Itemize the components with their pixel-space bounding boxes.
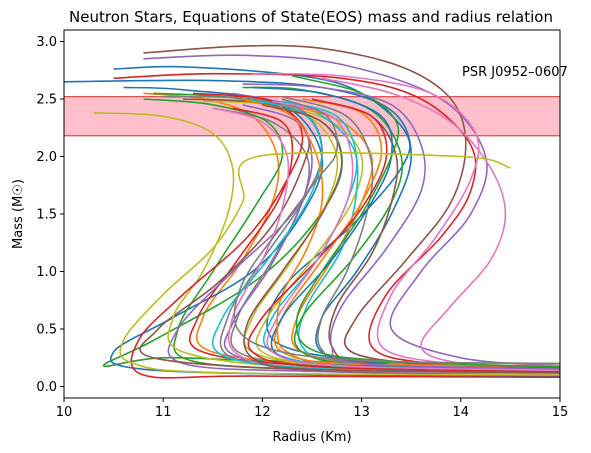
x-tick-label: 11: [155, 405, 172, 420]
x-tick-label: 12: [254, 405, 271, 420]
x-axis: 10 11 12 13 14 15: [56, 398, 569, 420]
x-tick-label: 10: [56, 405, 73, 420]
y-axis: 0.0 0.5 1.0 1.5 2.0 2.5 3.0: [36, 35, 64, 395]
eos-curve-6: [143, 44, 560, 372]
eos-curve-32: [242, 98, 560, 367]
eos-curve-34: [247, 98, 560, 373]
x-tick-label: 15: [552, 405, 569, 420]
plot-area: PSR J0952–0607: [63, 29, 568, 399]
band-label: PSR J0952–0607: [462, 65, 568, 80]
plot-background: [64, 30, 560, 398]
y-tick-label: 3.0: [36, 35, 57, 50]
x-tick-label: 14: [453, 405, 470, 420]
chart-title: Neutron Stars, Equations of State(EOS) m…: [69, 8, 553, 26]
eos-curve-38: [233, 98, 560, 365]
y-tick-label: 0.5: [36, 323, 57, 338]
x-tick-label: 13: [353, 405, 370, 420]
y-tick-label: 0.0: [36, 380, 57, 395]
y-axis-label: Mass (M☉): [11, 179, 26, 249]
eos-curve-5: [143, 54, 560, 367]
eos-curve-35: [242, 83, 560, 371]
y-tick-label: 2.0: [36, 150, 57, 165]
eos-curve-39: [119, 151, 560, 376]
series-group: [64, 44, 560, 379]
eos-curve-7: [321, 77, 560, 373]
x-axis-label: Radius (Km): [272, 430, 351, 445]
y-tick-label: 2.5: [36, 93, 57, 108]
eos-curve-17: [252, 72, 560, 368]
y-tick-label: 1.0: [36, 265, 57, 280]
eos-curve-37: [266, 100, 560, 372]
y-tick-label: 1.5: [36, 208, 57, 223]
